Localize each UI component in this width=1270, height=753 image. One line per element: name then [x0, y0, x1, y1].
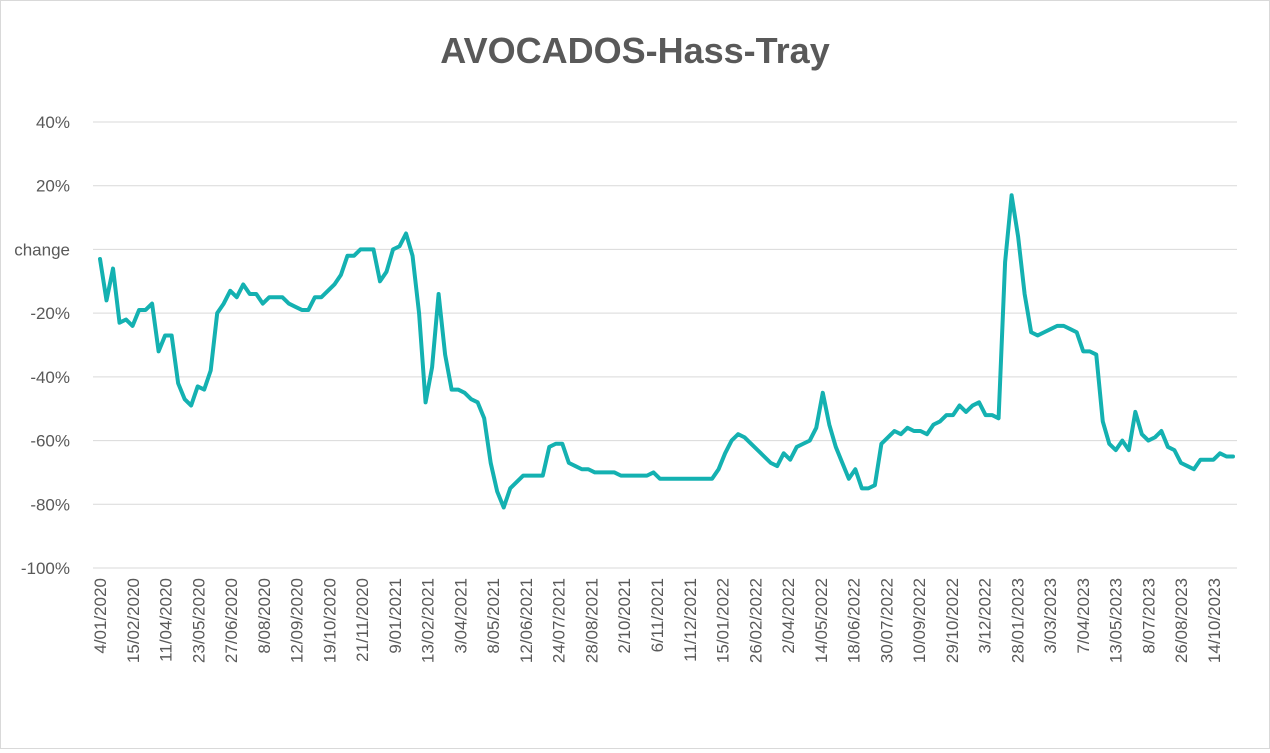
x-tick-label: 28/08/2021 — [583, 578, 602, 663]
x-tick-label: 8/07/2023 — [1140, 578, 1159, 654]
y-tick-label: 20% — [36, 177, 70, 196]
x-tick-label: 10/09/2022 — [910, 578, 929, 663]
y-tick-label: -20% — [30, 304, 70, 323]
y-tick-label: change — [14, 240, 70, 259]
chart-title: AVOCADOS-Hass-Tray — [440, 30, 829, 71]
x-tick-label: 14/10/2023 — [1205, 578, 1224, 663]
x-tick-label: 26/08/2023 — [1172, 578, 1191, 663]
y-tick-label: 40% — [36, 113, 70, 132]
x-tick-label: 15/01/2022 — [714, 578, 733, 663]
x-tick-label: 29/10/2022 — [943, 578, 962, 663]
x-tick-label: 12/09/2020 — [288, 578, 307, 663]
y-tick-label: -80% — [30, 495, 70, 514]
x-tick-label: 15/02/2020 — [124, 578, 143, 663]
series-line — [98, 193, 1235, 510]
x-tick-label: 8/05/2021 — [484, 578, 503, 654]
x-tick-label: 24/07/2021 — [550, 578, 569, 663]
x-tick-label: 19/10/2020 — [320, 578, 339, 663]
x-tick-label: 3/12/2022 — [976, 578, 995, 654]
gridlines — [93, 121, 1237, 569]
x-tick-label: 4/01/2020 — [91, 578, 110, 654]
x-tick-label: 30/07/2022 — [877, 578, 896, 663]
x-tick-label: 3/04/2021 — [451, 578, 470, 654]
x-tick-label: 2/10/2021 — [615, 578, 634, 654]
x-tick-label: 23/05/2020 — [189, 578, 208, 663]
x-tick-label: 3/03/2023 — [1041, 578, 1060, 654]
x-tick-label: 14/05/2022 — [812, 578, 831, 663]
x-axis-tick-labels: 4/01/2020 15/02/2020 11/04/2020 23/05/2020 2… — [91, 578, 1224, 663]
y-axis-tick-labels: 40% 20% change -20% -40% -60% -80% -100% — [14, 113, 70, 578]
x-tick-label: 26/02/2022 — [746, 578, 765, 663]
x-tick-label: 6/11/2021 — [648, 578, 667, 652]
y-tick-label: -40% — [30, 368, 70, 387]
x-tick-label: 9/01/2021 — [386, 578, 405, 654]
x-tick-label: 11/04/2020 — [157, 578, 176, 662]
x-tick-label: 2/04/2022 — [779, 578, 798, 654]
x-tick-label: 11/12/2021 — [681, 578, 700, 662]
x-tick-label: 8/08/2020 — [255, 578, 274, 654]
x-tick-label: 13/02/2021 — [419, 578, 438, 663]
y-tick-label: -100% — [21, 559, 70, 578]
x-tick-label: 27/06/2020 — [222, 578, 241, 663]
x-tick-label: 12/06/2021 — [517, 578, 536, 663]
x-tick-label: 21/11/2020 — [353, 578, 372, 662]
x-tick-label: 18/06/2022 — [845, 578, 864, 663]
y-tick-label: -60% — [30, 432, 70, 451]
x-tick-label: 7/04/2023 — [1074, 578, 1093, 654]
x-tick-label: 28/01/2023 — [1008, 578, 1027, 663]
x-tick-label: 13/05/2023 — [1107, 578, 1126, 663]
